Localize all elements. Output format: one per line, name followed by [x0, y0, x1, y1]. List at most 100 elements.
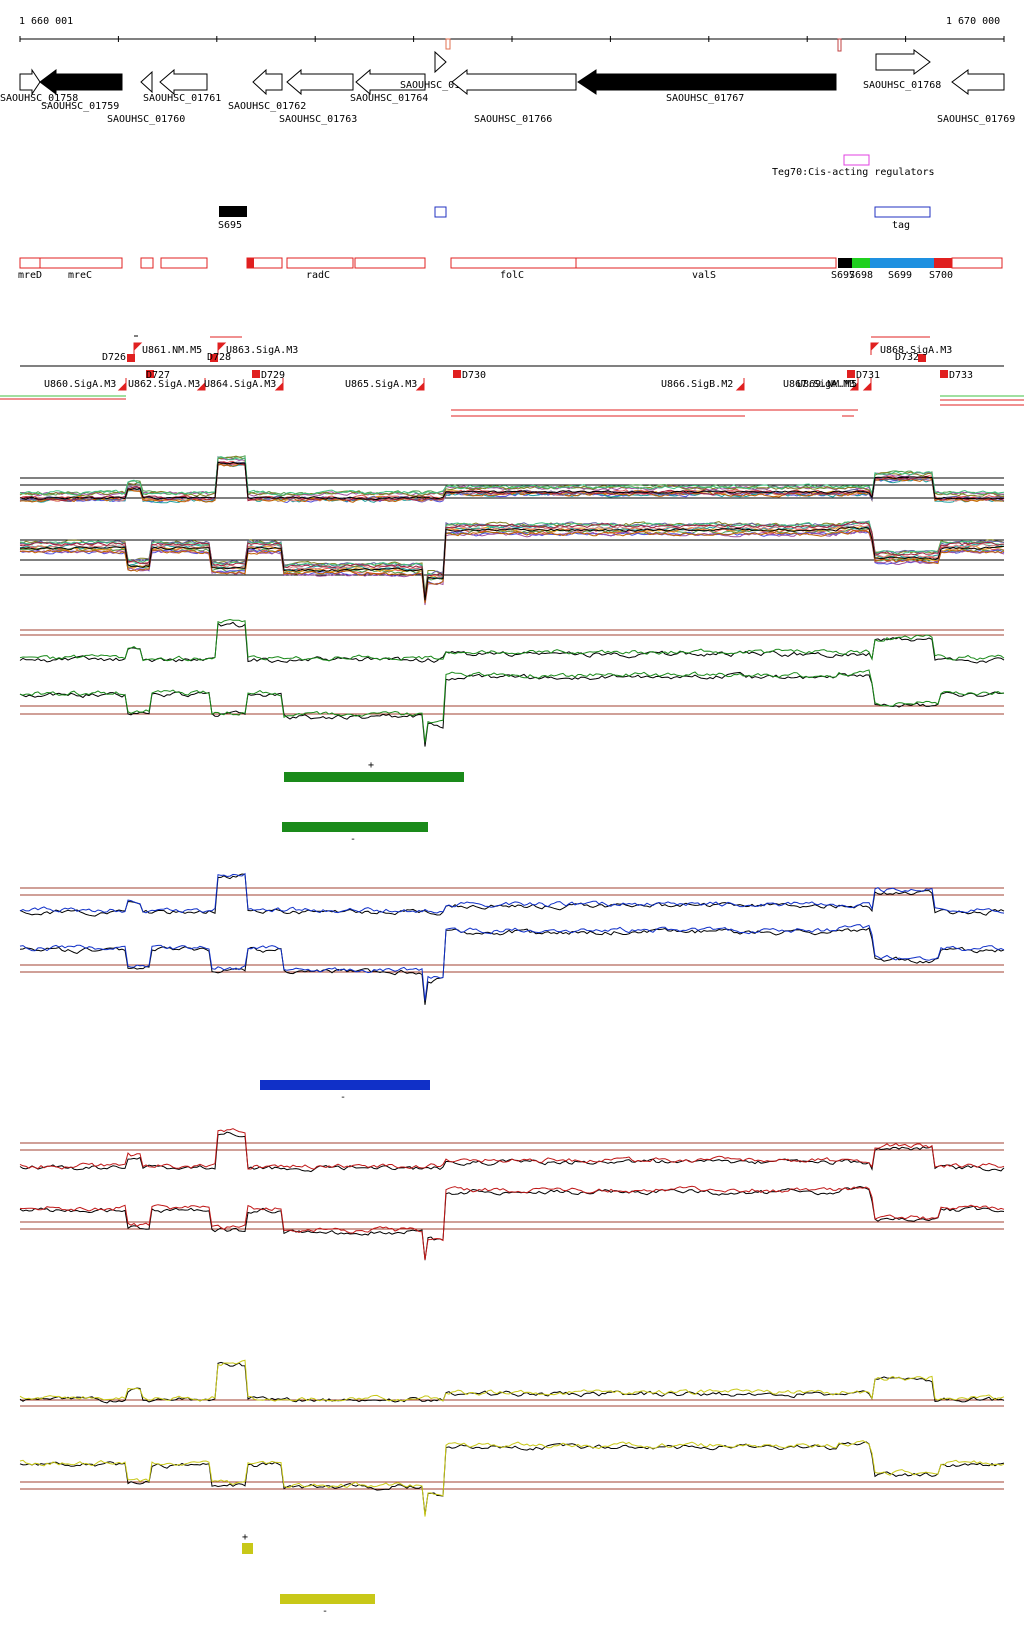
terminator-box[interactable]: [940, 370, 948, 378]
gene-arrow[interactable]: [159, 68, 208, 96]
promoter-flag[interactable]: [415, 378, 425, 391]
gene-arrow[interactable]: [951, 69, 1005, 95]
gene-label: SAOUHSC_01765: [400, 80, 478, 91]
segment-box[interactable]: [286, 257, 354, 269]
segment-box[interactable]: [354, 257, 426, 269]
region-bar[interactable]: [284, 772, 464, 782]
promoter-label: U868.SigA.M3: [880, 345, 952, 356]
condition-trace: [19, 528, 1005, 600]
feature-track: S695 tag: [218, 206, 931, 231]
trace-top: [19, 1131, 1005, 1173]
gene-arrow[interactable]: [286, 68, 354, 96]
promoter-flag[interactable]: [117, 378, 127, 391]
condition-trace: [19, 524, 1005, 598]
trace-top: [19, 1128, 1005, 1170]
segment-label: mreC: [68, 270, 92, 281]
segment-fill[interactable]: [934, 258, 952, 268]
gene-arrow[interactable]: [577, 69, 837, 95]
trace-bottom: [19, 1441, 1005, 1515]
ruler-start-label: 1 660 001: [19, 16, 73, 27]
segment-box[interactable]: [140, 257, 154, 269]
promoter-flag[interactable]: [862, 378, 872, 391]
terminator-box[interactable]: [210, 354, 218, 362]
segment-fill[interactable]: [870, 258, 934, 268]
gene-arrow[interactable]: [140, 70, 153, 94]
condition-trace: [19, 462, 1005, 504]
segment-fill[interactable]: [838, 258, 852, 268]
promoter-flag[interactable]: [870, 342, 880, 355]
regulator-label: Teg70:Cis-acting regulators: [772, 167, 935, 178]
gene-arrow[interactable]: [434, 50, 447, 74]
condition-trace: [19, 461, 1005, 502]
condition-trace: [19, 463, 1005, 504]
trace-top: [19, 872, 1005, 914]
gene-label: SAOUHSC_01769: [937, 114, 1015, 125]
promoter-label: D732: [895, 352, 919, 363]
gene-arrow[interactable]: [355, 68, 426, 96]
promoter-flag[interactable]: [133, 342, 143, 355]
feature-box[interactable]: [219, 206, 247, 217]
strand-minus-label: -: [340, 1092, 346, 1103]
segment-box[interactable]: [19, 257, 41, 269]
yellow-region-bars: + -: [242, 1532, 375, 1617]
green-expression-track: [19, 618, 1005, 747]
promoter-flag[interactable]: [735, 378, 745, 391]
gene-arrow[interactable]: [875, 49, 931, 75]
regulator-track: Teg70:Cis-acting regulators: [772, 154, 935, 178]
region-bar[interactable]: [282, 822, 428, 832]
promoter-flag[interactable]: [217, 342, 227, 355]
segment-box[interactable]: [160, 257, 208, 269]
promoter-flag[interactable]: [849, 378, 859, 391]
terminator-box[interactable]: [918, 354, 926, 362]
segment-label: S698: [849, 270, 873, 281]
promoter-label: U862.SigA.M3: [128, 379, 200, 390]
condition-trace: [19, 530, 1005, 603]
gene-arrow[interactable]: [19, 68, 41, 96]
segment-fill: [247, 258, 254, 268]
condition-trace: [19, 521, 1005, 597]
regulator-box[interactable]: [843, 154, 870, 166]
strand-plus-label: +: [368, 760, 374, 771]
segment-box[interactable]: [450, 257, 577, 269]
segment-box[interactable]: [39, 257, 123, 269]
terminator-box[interactable]: [453, 370, 461, 378]
gene-arrow[interactable]: [451, 68, 577, 96]
gene-label: SAOUHSC_01768: [863, 80, 941, 91]
ruler-marker: [837, 38, 842, 52]
segment-label: S697: [831, 270, 855, 281]
feature-label: S695: [218, 220, 242, 231]
segment-box[interactable]: [575, 257, 837, 269]
segment-label: S700: [929, 270, 953, 281]
red-expression-track: [19, 1128, 1005, 1261]
gene-label: SAOUHSC_01763: [279, 114, 357, 125]
feature-box[interactable]: [434, 206, 447, 218]
condition-trace: [19, 524, 1005, 599]
promoter-label: U863.SigA.M3: [226, 345, 298, 356]
terminator-box[interactable]: [252, 370, 260, 378]
feature-box[interactable]: [874, 206, 931, 218]
green-region-bars: + -: [282, 760, 464, 845]
region-bar[interactable]: [242, 1543, 253, 1554]
gene-arrow[interactable]: [252, 68, 283, 96]
trace-bottom: [19, 669, 1005, 743]
segment-box[interactable]: [951, 257, 1003, 269]
ruler-end-label: 1 670 000: [946, 16, 1000, 27]
promoter-flag[interactable]: [274, 378, 284, 391]
yellow-expression-track: [19, 1359, 1005, 1517]
promoter-label: D729: [261, 370, 285, 381]
segment-fill[interactable]: [852, 258, 870, 268]
promoter-flag[interactable]: [196, 378, 206, 391]
gene-track: SAOUHSC_01758 SAOUHSC_01759 SAOUHSC_0176…: [0, 49, 1015, 125]
region-bar[interactable]: [260, 1080, 430, 1090]
terminator-box[interactable]: [146, 370, 154, 378]
gene-arrow[interactable]: [39, 69, 123, 95]
terminator-box[interactable]: [127, 354, 135, 362]
terminator-box[interactable]: [847, 370, 855, 378]
condition-trace: [19, 463, 1005, 503]
region-bar[interactable]: [280, 1594, 375, 1604]
promoter-label: U861.NM.M5: [142, 345, 202, 356]
strand-minus-label: -: [350, 834, 356, 845]
promoter-label: U869.NM.M5: [797, 379, 857, 390]
condition-trace: [19, 525, 1005, 602]
